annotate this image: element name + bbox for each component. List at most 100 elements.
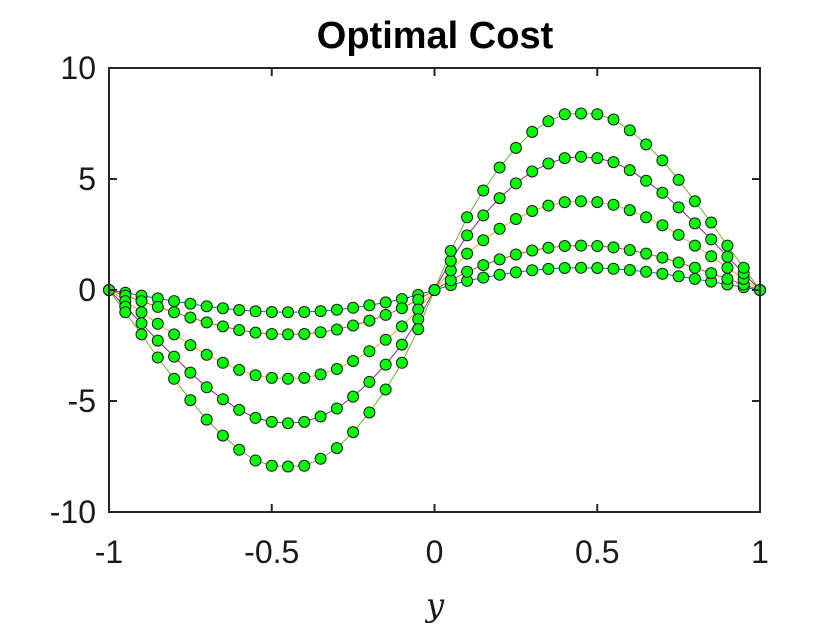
- data-point: [575, 239, 587, 252]
- data-point: [249, 326, 262, 339]
- data-point: [623, 124, 636, 137]
- data-point: [672, 256, 685, 269]
- data-point: [347, 319, 360, 332]
- data-point: [151, 351, 164, 364]
- data-point: [200, 300, 213, 313]
- data-point: [493, 192, 506, 205]
- data-point: [477, 271, 490, 284]
- x-tick-label: 0.5: [575, 534, 619, 570]
- data-point: [379, 358, 392, 371]
- data-point: [363, 406, 376, 419]
- data-point: [444, 244, 457, 257]
- data-point: [591, 240, 604, 252]
- data-point: [737, 261, 750, 274]
- data-point: [412, 323, 425, 336]
- data-point: [477, 184, 490, 197]
- data-point: [461, 247, 474, 260]
- data-point: [119, 306, 132, 319]
- data-point: [151, 334, 164, 347]
- data-point: [184, 339, 197, 352]
- data-point: [526, 264, 539, 277]
- x-tick-label: -1: [95, 534, 123, 570]
- data-point: [656, 186, 669, 199]
- data-point: [298, 328, 311, 340]
- data-point: [640, 138, 653, 151]
- data-point: [233, 443, 246, 456]
- data-point: [330, 323, 343, 336]
- data-point: [200, 413, 213, 426]
- data-point: [135, 317, 148, 330]
- data-point: [558, 262, 571, 274]
- data-point: [347, 355, 360, 367]
- data-point: [249, 369, 262, 382]
- data-point: [168, 295, 181, 308]
- data-point: [135, 328, 148, 341]
- data-point: [526, 244, 539, 257]
- data-point: [607, 262, 620, 275]
- data-point: [249, 305, 262, 318]
- data-point: [282, 328, 294, 341]
- data-point: [688, 195, 701, 208]
- data-point: [151, 317, 164, 330]
- data-point: [216, 393, 229, 406]
- data-point: [249, 411, 262, 424]
- data-point: [721, 261, 734, 274]
- data-point: [575, 107, 587, 120]
- data-point: [705, 250, 718, 263]
- data-point: [298, 371, 311, 384]
- data-point: [314, 410, 327, 423]
- data-point: [688, 239, 701, 252]
- x-axis-label: y: [424, 586, 445, 624]
- data-point: [509, 248, 522, 261]
- data-point: [184, 394, 197, 407]
- data-point: [672, 270, 685, 283]
- data-point: [688, 217, 701, 230]
- data-point: [395, 302, 408, 315]
- data-point: [558, 240, 571, 252]
- data-point: [314, 368, 327, 381]
- data-point: [509, 213, 522, 225]
- data-point: [591, 262, 604, 274]
- data-point: [151, 300, 164, 313]
- data-point: [233, 363, 246, 376]
- data-point: [721, 272, 734, 285]
- data-point: [200, 316, 213, 329]
- data-point: [542, 241, 555, 254]
- data-point: [249, 454, 262, 467]
- x-tick-label: 1: [751, 534, 769, 570]
- data-point: [656, 251, 669, 264]
- data-point: [461, 265, 474, 278]
- data-point: [461, 211, 474, 224]
- data-point: [330, 442, 343, 455]
- data-point: [184, 297, 197, 310]
- data-point: [347, 426, 360, 439]
- data-point: [688, 261, 701, 274]
- data-point: [330, 363, 343, 375]
- data-point: [542, 115, 555, 128]
- data-point: [705, 216, 718, 229]
- data-point: [216, 302, 229, 315]
- data-point: [607, 113, 620, 126]
- data-point: [623, 244, 636, 256]
- data-point: [542, 199, 555, 212]
- data-point: [379, 383, 392, 396]
- data-point: [477, 259, 490, 272]
- data-point: [591, 196, 604, 209]
- y-tick-label: -10: [50, 494, 96, 530]
- data-point: [656, 219, 669, 232]
- data-point: [477, 234, 490, 247]
- data-point: [509, 266, 522, 279]
- data-point: [493, 161, 506, 174]
- data-point: [330, 303, 343, 316]
- x-axis: -1 -0.5 0 0.5 1: [95, 68, 769, 570]
- data-point: [265, 459, 278, 472]
- data-point: [314, 326, 327, 339]
- data-point: [493, 253, 506, 266]
- y-tick-label: 10: [60, 50, 96, 86]
- data-point: [233, 403, 246, 416]
- y-tick-label: 0: [78, 272, 96, 308]
- data-point: [721, 239, 734, 252]
- data-point: [216, 429, 229, 442]
- data-point: [233, 324, 246, 336]
